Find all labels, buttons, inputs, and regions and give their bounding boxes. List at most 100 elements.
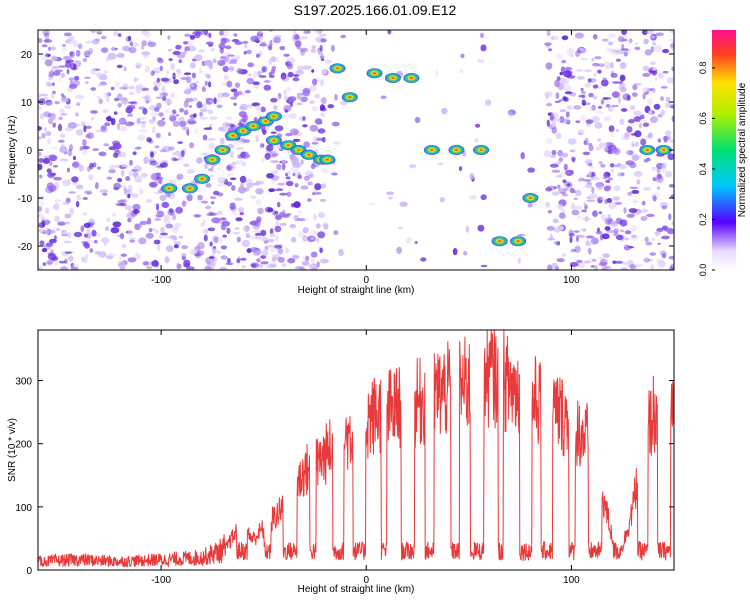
spectrogram-noise-dot bbox=[580, 48, 588, 54]
spectrogram-track-point bbox=[214, 145, 231, 155]
spectrogram-noise-dot bbox=[597, 257, 605, 260]
spectrogram-noise-dot bbox=[590, 237, 599, 245]
spectrogram-noise-dot bbox=[134, 146, 140, 150]
spectrogram-noise-dot bbox=[116, 93, 123, 101]
spectrogram-noise-dot bbox=[81, 145, 90, 150]
spectrogram-noise-dot bbox=[588, 144, 594, 152]
spectrogram-noise-dot bbox=[276, 163, 282, 170]
spectrogram-noise-dot bbox=[62, 55, 72, 61]
spectrogram-noise-dot bbox=[142, 50, 150, 59]
spectrogram-noise-dot bbox=[545, 137, 553, 144]
spectrogram-noise-dot bbox=[562, 193, 569, 197]
spectrogram-noise-dot bbox=[192, 31, 201, 35]
spectrogram-noise-dot bbox=[546, 102, 553, 107]
spectrogram-noise-dot bbox=[581, 99, 586, 106]
spectrogram-noise-dot bbox=[148, 181, 158, 188]
spectrogram-noise-dot bbox=[241, 239, 250, 247]
spectrogram-noise-dot bbox=[653, 45, 663, 52]
spectrogram-noise-dot bbox=[332, 140, 342, 145]
spectrogram-noise-dot bbox=[274, 244, 282, 249]
spectrogram-noise-dot bbox=[209, 123, 214, 127]
spectrogram-noise-dot bbox=[226, 165, 232, 171]
spectrogram-noise-dot bbox=[121, 243, 127, 249]
spectrogram-noise-dot bbox=[648, 110, 653, 115]
spectrogram-noise-dot bbox=[209, 241, 213, 247]
spectrogram-noise-dot bbox=[168, 146, 175, 151]
spectrogram-noise-dot bbox=[68, 84, 78, 89]
spectrogram-noise-dot bbox=[47, 73, 54, 81]
spectrogram-noise-dot bbox=[581, 228, 587, 232]
spectrogram-noise-dot bbox=[48, 70, 54, 78]
spectrogram-noise-dot bbox=[565, 111, 570, 118]
spectrogram-noise-dot bbox=[172, 50, 181, 56]
spectrogram-noise-dot bbox=[574, 245, 581, 253]
spectrogram-noise-dot bbox=[314, 93, 321, 99]
spectrogram-noise-dot bbox=[39, 201, 45, 207]
spectrogram-noise-dot bbox=[230, 57, 238, 63]
spectrogram-noise-dot bbox=[73, 155, 76, 161]
spectrogram-noise-dot bbox=[173, 79, 180, 85]
spectrogram-noise-dot bbox=[120, 126, 127, 132]
spectrogram-noise-dot bbox=[555, 53, 563, 60]
spectrogram-noise-dot bbox=[148, 40, 152, 44]
spectrogram-noise-dot bbox=[619, 118, 625, 126]
spectrogram-noise-dot bbox=[555, 132, 562, 140]
spectrogram-noise-dot bbox=[582, 179, 592, 182]
spectrogram-noise-dot bbox=[147, 41, 157, 47]
spectrogram-noise-dot bbox=[252, 81, 260, 86]
spectrogram-noise-dot bbox=[563, 97, 569, 102]
spectrogram-noise-dot bbox=[573, 105, 582, 110]
spectrogram-noise-dot bbox=[574, 32, 584, 39]
spectrogram-noise-dot bbox=[63, 32, 72, 37]
spectrogram-noise-dot bbox=[600, 79, 609, 87]
spectrogram-noise-dot bbox=[669, 104, 674, 109]
spectrogram-noise-dot bbox=[572, 157, 575, 163]
spectrogram-noise-dot bbox=[98, 98, 103, 105]
spectrogram-noise-dot bbox=[199, 111, 204, 117]
spectrogram-noise-dot bbox=[578, 132, 583, 136]
spectrogram-noise-dot bbox=[554, 118, 561, 122]
spectrogram-noise-dot bbox=[651, 87, 656, 93]
spectrogram-noise-dot bbox=[233, 102, 237, 107]
spectrogram-noise-dot bbox=[193, 214, 202, 218]
spectrogram-noise-dot bbox=[619, 86, 627, 93]
spectrogram-noise-dot bbox=[648, 132, 653, 139]
spectrogram-noise-dot bbox=[119, 202, 127, 207]
spectrogram-noise-dot bbox=[110, 86, 115, 91]
spectrogram-noise-dot bbox=[183, 109, 189, 116]
spectrogram-noise-dot bbox=[177, 263, 182, 270]
spectrogram-noise-dot bbox=[480, 264, 488, 268]
spectrogram-noise-dot bbox=[95, 129, 102, 133]
spectrogram-noise-dot bbox=[183, 72, 192, 76]
spectrogram-track-point bbox=[341, 92, 358, 103]
spectrogram-noise-dot bbox=[82, 241, 88, 247]
spectrogram-noise-dot bbox=[615, 58, 622, 62]
spectrogram-noise-dot bbox=[570, 248, 577, 253]
spectrogram-noise-dot bbox=[184, 46, 190, 52]
spectrogram-noise-dot bbox=[82, 256, 89, 264]
spectrogram-noise-dot bbox=[303, 30, 311, 34]
spectrogram-noise-dot bbox=[211, 217, 221, 224]
spectrogram-noise-dot bbox=[569, 149, 576, 153]
spectrogram-noise-dot bbox=[295, 69, 304, 76]
spectrogram-noise-dot bbox=[570, 202, 576, 210]
spectrogram-noise-dot bbox=[259, 143, 264, 150]
spectrogram-noise-dot bbox=[45, 131, 52, 137]
spectrogram-noise-dot bbox=[209, 196, 217, 200]
spectrogram-noise-dot bbox=[553, 186, 557, 190]
spectrogram-noise-dot bbox=[568, 232, 575, 237]
spectrogram-noise-dot bbox=[46, 246, 51, 250]
spectrogram-noise-dot bbox=[252, 71, 258, 79]
spectrogram-noise-dot bbox=[310, 48, 316, 54]
spectrogram-noise-dot bbox=[573, 197, 578, 201]
spectrogram-noise-dot bbox=[128, 35, 132, 42]
spectrogram-noise-dot bbox=[611, 104, 619, 108]
spectrogram-noise-dot bbox=[270, 97, 278, 103]
snr-ytick-label: 0 bbox=[26, 566, 32, 577]
spectrogram-noise-dot bbox=[156, 214, 163, 218]
spectrogram-noise-dot bbox=[617, 96, 622, 104]
spectrogram-noise-dot bbox=[615, 129, 620, 132]
spectrogram-noise-dot bbox=[554, 35, 558, 41]
spectrogram-noise-dot bbox=[277, 182, 286, 186]
spectrogram-noise-dot bbox=[261, 249, 268, 257]
